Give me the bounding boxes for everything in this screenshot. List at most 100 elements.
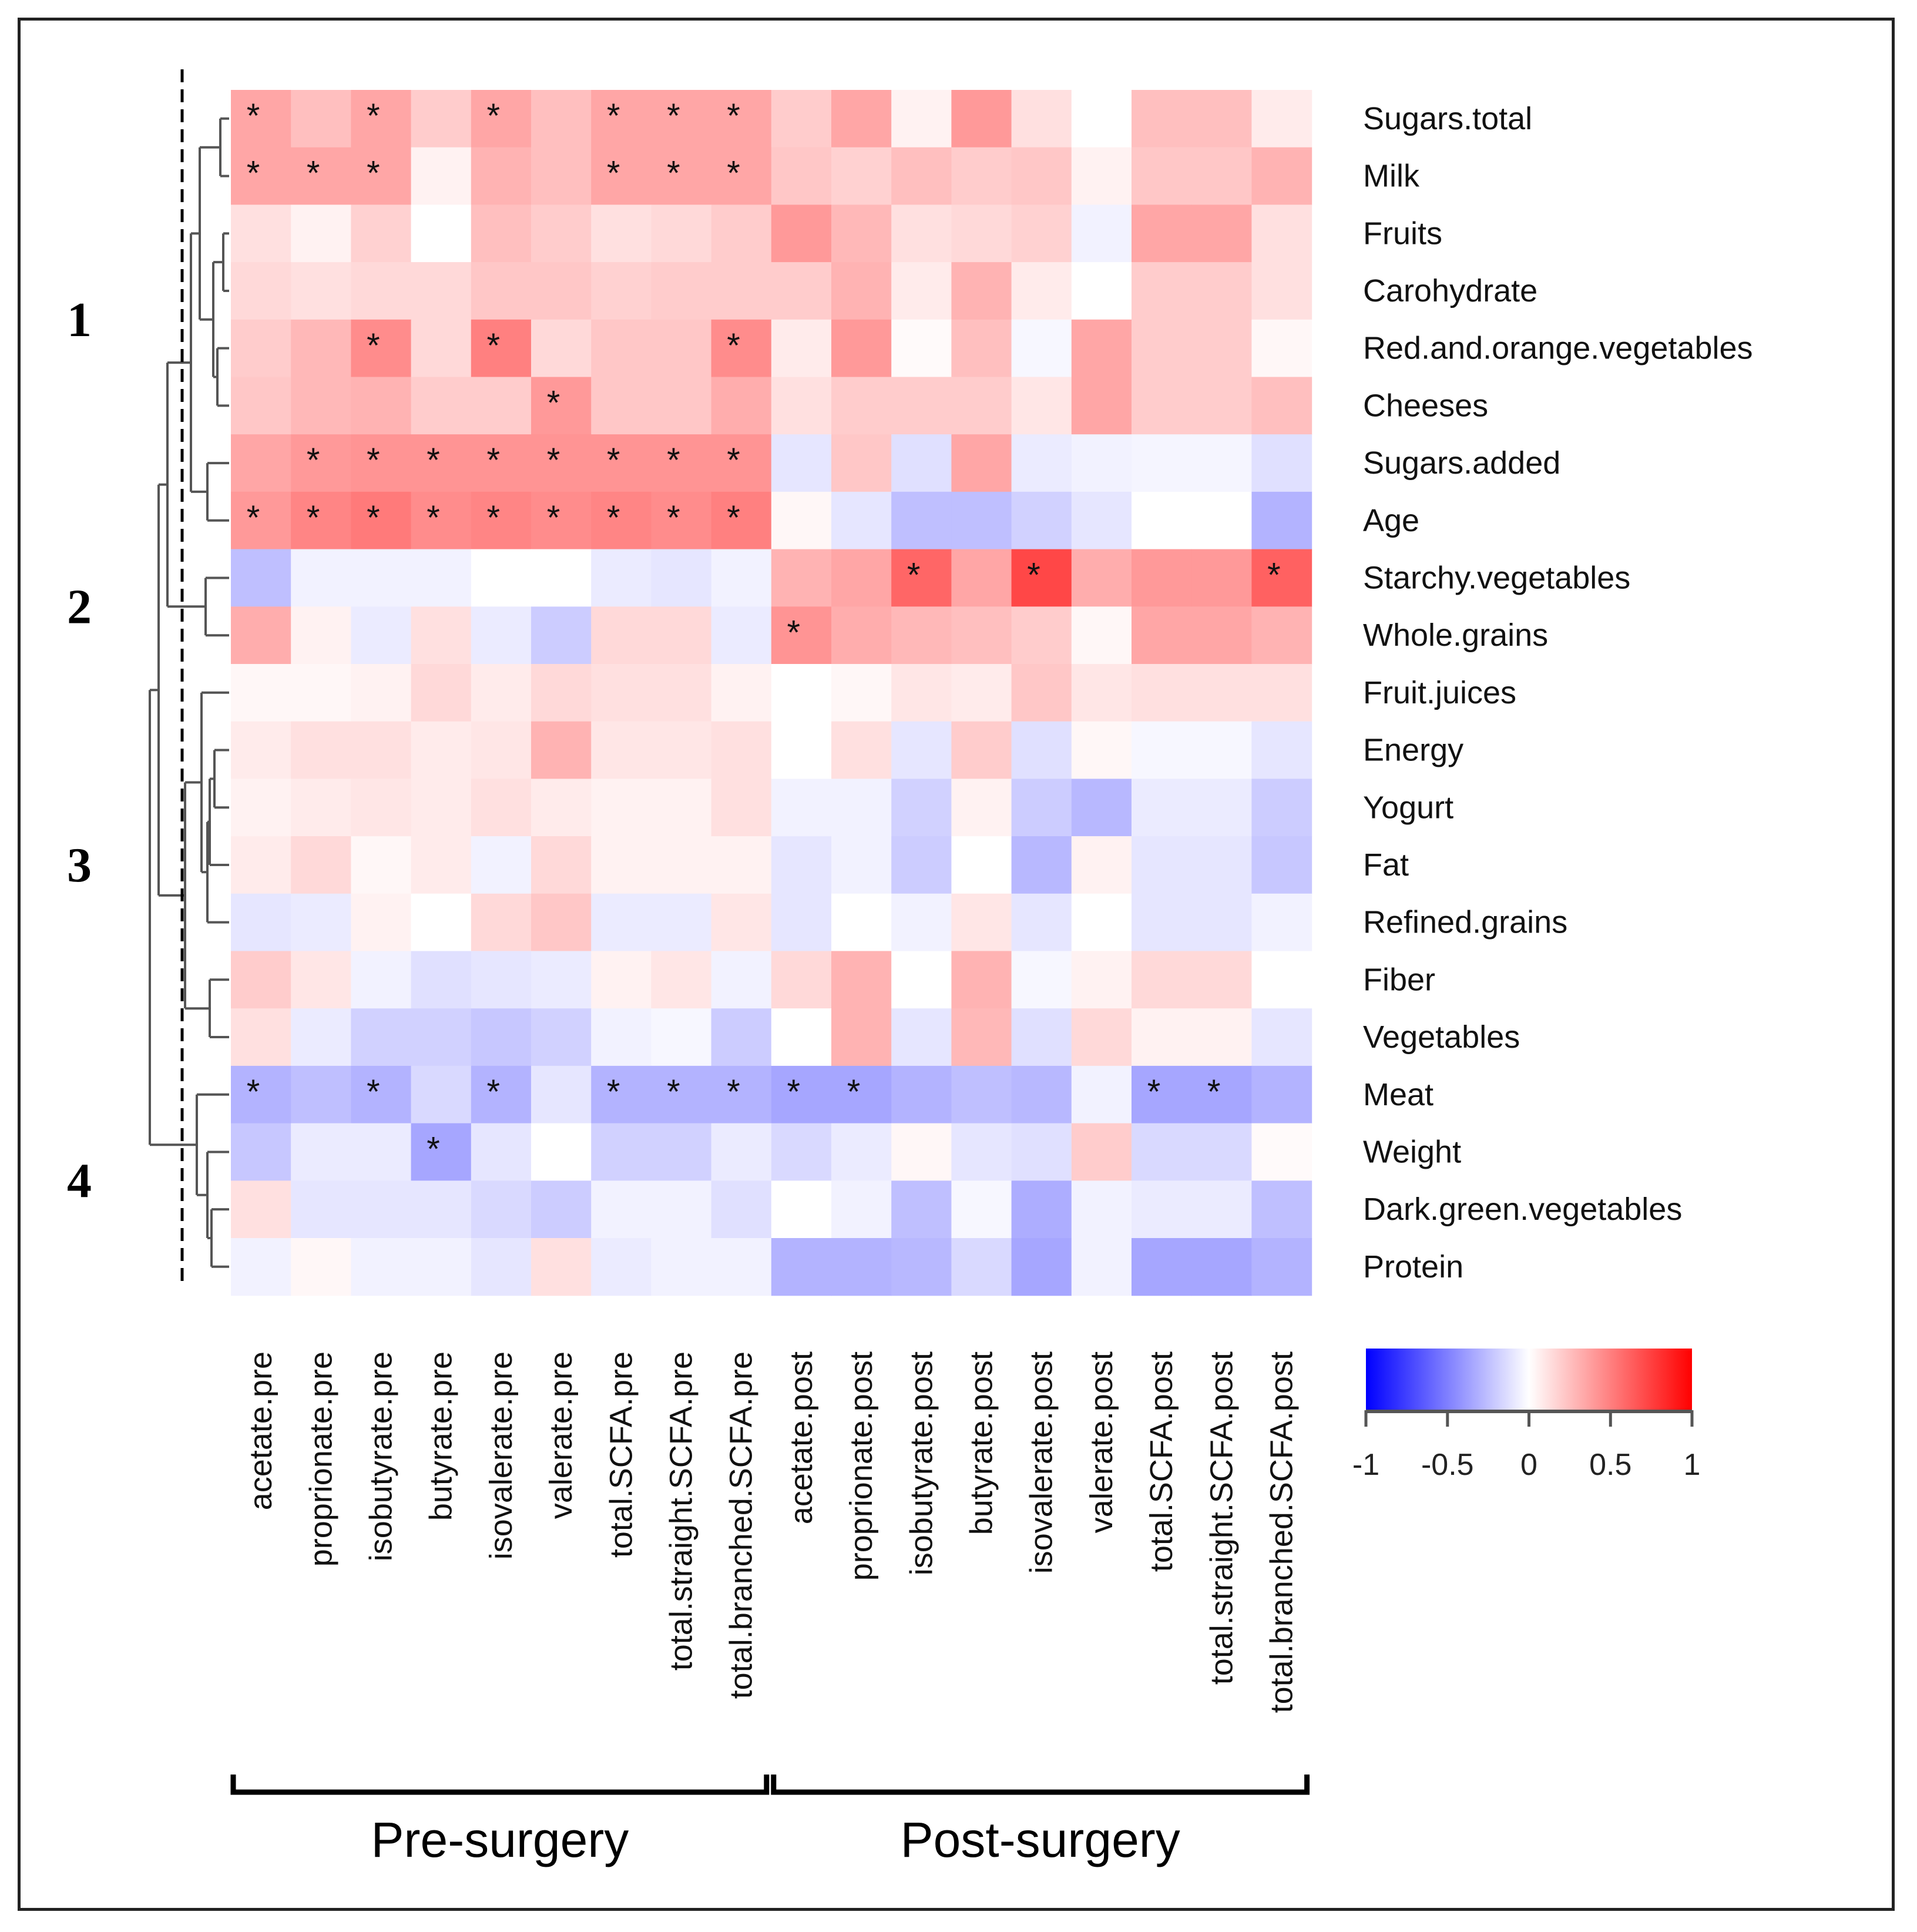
heatmap-cell	[411, 779, 472, 837]
heatmap-cell	[591, 836, 652, 894]
significance-star: *	[1267, 556, 1281, 595]
heatmap-cell	[891, 434, 952, 492]
heatmap-cell	[1191, 664, 1252, 722]
heatmap-cell	[831, 1065, 892, 1124]
heatmap-cell	[231, 606, 291, 665]
heatmap-cell	[831, 1238, 892, 1296]
heatmap-cell	[591, 893, 652, 952]
heatmap-cell	[1251, 1008, 1312, 1066]
heatmap-cell	[831, 147, 892, 205]
heatmap-cell	[471, 606, 532, 665]
heatmap-cell	[411, 1065, 472, 1124]
heatmap-cell	[471, 204, 532, 263]
group-label: Pre-surgery	[371, 1812, 629, 1867]
heatmap-cell	[1011, 491, 1072, 550]
heatmap-cell	[711, 319, 772, 378]
significance-star: *	[367, 441, 380, 479]
heatmap-cell	[591, 204, 652, 263]
heatmap-cell	[531, 147, 592, 205]
heatmap-cell	[1251, 90, 1312, 148]
heatmap-cell	[1132, 319, 1192, 378]
heatmap-cell	[231, 893, 291, 952]
heatmap-cell	[1011, 377, 1072, 435]
significance-star: *	[727, 97, 740, 135]
heatmap-cell	[651, 549, 712, 607]
heatmap-cell	[291, 1180, 351, 1239]
row-label: Vegetables	[1363, 1019, 1520, 1055]
heatmap-cell	[1071, 779, 1132, 837]
heatmap-cell	[291, 893, 351, 952]
heatmap-cell	[891, 90, 952, 148]
heatmap-cell	[951, 319, 1012, 378]
heatmap-cell	[291, 319, 351, 378]
heatmap-cell	[591, 319, 652, 378]
significance-star: *	[247, 1073, 260, 1111]
heatmap-cell	[651, 147, 712, 205]
heatmap-cell	[831, 893, 892, 952]
row-label: Refined.grains	[1363, 905, 1567, 940]
heatmap-cell	[1011, 836, 1072, 894]
heatmap-cell	[891, 721, 952, 779]
heatmap-cell	[831, 721, 892, 779]
heatmap-cell	[1011, 1123, 1072, 1181]
heatmap-cell	[951, 951, 1012, 1009]
heatmap-cell	[1191, 90, 1252, 148]
heatmap-cell	[951, 893, 1012, 952]
heatmap-cell	[831, 779, 892, 837]
heatmap-cell	[831, 262, 892, 320]
heatmap-cell	[1191, 951, 1252, 1009]
significance-star: *	[427, 499, 440, 537]
group-bracket	[771, 1775, 1310, 1795]
heatmap-cell	[291, 377, 351, 435]
heatmap-cell	[831, 951, 892, 1009]
column-label: total.branched.SCFA.pre	[724, 1351, 759, 1699]
column-label: isovalerate.pre	[484, 1351, 519, 1559]
significance-star: *	[667, 155, 680, 193]
column-label: valerate.pre	[543, 1351, 579, 1519]
heatmap-cell	[831, 606, 892, 665]
heatmap-cell	[771, 319, 832, 378]
heatmap-cell	[591, 549, 652, 607]
heatmap-cell	[711, 377, 772, 435]
heatmap-cell	[1011, 893, 1072, 952]
heatmap-cell	[531, 951, 592, 1009]
row-label: Fiber	[1363, 962, 1435, 997]
heatmap-cell	[291, 836, 351, 894]
heatmap-cell	[1191, 1180, 1252, 1239]
heatmap-cell	[471, 1008, 532, 1066]
heatmap-cell	[951, 434, 1012, 492]
heatmap-cell	[771, 262, 832, 320]
heatmap-cell	[231, 1238, 291, 1296]
heatmap-cell	[231, 90, 291, 148]
significance-star: *	[487, 1073, 501, 1111]
heatmap-cell	[1132, 491, 1192, 550]
heatmap-cell	[531, 491, 592, 550]
heatmap-cell	[351, 319, 412, 378]
heatmap-cell	[351, 1008, 412, 1066]
heatmap-cell	[1132, 434, 1192, 492]
heatmap-cell	[591, 951, 652, 1009]
column-label: acetate.pre	[243, 1351, 278, 1510]
heatmap-cell	[591, 262, 652, 320]
heatmap-cell	[951, 779, 1012, 837]
heatmap-cell	[1071, 1008, 1132, 1066]
heatmap-cell	[351, 262, 412, 320]
heatmap-cell	[531, 90, 592, 148]
significance-star: *	[667, 499, 680, 537]
heatmap-cell	[291, 262, 351, 320]
heatmap-cell	[651, 951, 712, 1009]
heatmap-cell	[951, 1180, 1012, 1239]
heatmap-cell	[1132, 204, 1192, 263]
row-label: Starchy.vegetables	[1363, 561, 1630, 596]
heatmap-cell	[1011, 1180, 1072, 1239]
colorbar: -1 -0.5 0 0.5 1	[1352, 1349, 1700, 1482]
heatmap-cell	[651, 1180, 712, 1239]
heatmap-cell	[771, 491, 832, 550]
row-label: Whole.grains	[1363, 618, 1548, 653]
row-label: Fruits	[1363, 216, 1442, 251]
heatmap-cell	[1251, 1180, 1312, 1239]
heatmap-cell	[231, 491, 291, 550]
heatmap-cell	[471, 147, 532, 205]
heatmap-cell	[471, 893, 532, 952]
column-label: total.branched.SCFA.post	[1264, 1351, 1300, 1713]
